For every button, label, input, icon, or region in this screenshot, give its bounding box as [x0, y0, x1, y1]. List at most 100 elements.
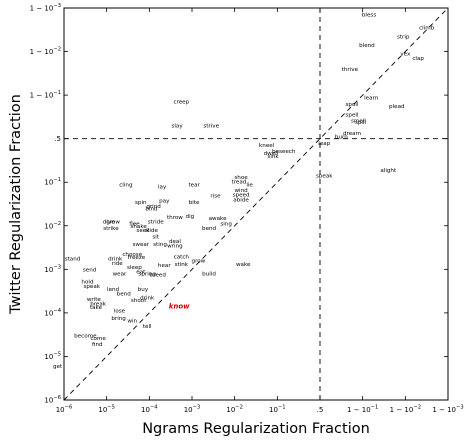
data-point-label: bless [362, 13, 376, 19]
data-point-label: plead [389, 104, 405, 110]
data-point-label: speak [316, 174, 333, 180]
data-point-label: thrive [342, 67, 359, 73]
data-point-label: slay [171, 124, 183, 130]
data-point-label: tread [232, 179, 247, 185]
x-tick-label: 10−6 [56, 405, 73, 415]
y-tick-label: 1 − 10−1 [30, 90, 61, 100]
data-point-label: know [169, 302, 190, 310]
plot-area [63, 7, 449, 401]
data-point-label: break [90, 301, 107, 307]
x-tick-label: 10−3 [184, 405, 201, 415]
y-tick-label: .5 [54, 135, 61, 143]
data-point-label: climb [419, 26, 435, 32]
data-point-label: awake [209, 216, 227, 222]
data-point-label: pay [159, 199, 170, 205]
data-point-label: bend [202, 226, 217, 232]
x-tick-label: 1 − 10−1 [347, 405, 378, 415]
data-point-label: breed [150, 273, 167, 279]
data-point-label: rise [210, 193, 221, 199]
data-point-label: freeze [128, 255, 146, 261]
data-point-label: kneel [259, 143, 275, 149]
data-point-label: tell [143, 324, 152, 330]
data-point-label: drink [140, 296, 155, 302]
data-point-label: deal [169, 239, 181, 245]
data-point-label: take [90, 305, 103, 311]
data-point-label: stink [175, 262, 189, 268]
data-point-label: speak [83, 284, 100, 290]
data-point-label: abide [233, 198, 249, 204]
data-point-label: tear [188, 182, 200, 188]
data-point-label: ride [112, 261, 123, 267]
y-tick-label: 10−2 [44, 221, 61, 231]
data-point-label: build [202, 272, 216, 278]
x-tick-label: 10−4 [141, 405, 158, 415]
x-tick-label: 10−5 [98, 405, 115, 415]
data-point-label: strive [203, 124, 219, 130]
data-point-label: bind [145, 206, 158, 212]
data-point-label: stand [65, 256, 81, 262]
y-tick-label: 10−1 [44, 177, 61, 187]
data-point-label: grind [146, 204, 161, 210]
data-point-label: dwell [264, 151, 279, 157]
data-point-label: sting [153, 242, 167, 248]
data-point-label: strip [397, 34, 410, 40]
data-point-label: lose [114, 309, 126, 315]
data-point-label: find [92, 342, 103, 348]
data-point-label: speed [233, 192, 250, 198]
data-point-label: spill [355, 120, 367, 126]
x-axis-label: Ngrams Regularization Fraction [142, 421, 370, 437]
data-point-label: drink [108, 256, 123, 262]
data-point-label: smell [351, 118, 366, 124]
data-point-label: slide [145, 228, 159, 234]
data-point-label: sink [267, 154, 279, 160]
axis-ticks: 10−6 10−5 10−4 10−3 10−2 10−1 .5 1 − 10−1 1 − 10… [30, 3, 464, 414]
data-point-label: leap [318, 141, 330, 147]
y-tick-label: 1 − 10−3 [30, 3, 61, 13]
data-point-label: sit [152, 235, 159, 241]
y-tick-label: 1 − 10−2 [30, 47, 61, 57]
reference-lines [63, 7, 449, 401]
data-point-label: bring [111, 316, 126, 322]
data-point-label: clap [412, 56, 424, 62]
data-point-label: flee [129, 222, 140, 228]
data-point-label: shoe [234, 175, 248, 181]
data-point-label: bite [189, 200, 200, 206]
y-tick-label: 10−6 [44, 395, 61, 405]
data-point-label: sing [220, 222, 232, 228]
data-point-label: get [53, 364, 63, 370]
data-point-label: lay [158, 185, 167, 191]
data-point-label: eat [136, 270, 146, 276]
data-point-label: wind [234, 188, 248, 194]
data-point-label: swear [132, 242, 149, 248]
data-point-label: dream [343, 131, 361, 137]
x-tick-label: 1 − 10−3 [432, 405, 463, 415]
data-point-label: bend [117, 291, 132, 297]
data-point-label: win [127, 319, 137, 325]
data-point-label: throw [167, 215, 183, 221]
data-point-label: dig [186, 214, 195, 220]
data-point-label: wear [113, 272, 127, 278]
data-point-label: become [74, 334, 97, 340]
y-tick-label: 10−3 [44, 264, 61, 274]
data-point-label: beseech [272, 149, 296, 155]
data-point-label: blend [359, 43, 375, 49]
data-point-label: dive [103, 219, 115, 225]
data-point-label: hear [158, 263, 171, 269]
x-tick-label: 10−2 [226, 405, 243, 415]
data-point-label: spin [135, 200, 147, 206]
data-point-label: catch [174, 254, 190, 260]
data-point-label: buy [138, 287, 149, 293]
data-point-label: shoot [131, 298, 147, 304]
data-point-label: write [87, 297, 102, 303]
x-tick-label: 10−1 [269, 405, 286, 415]
data-point-label: learn [364, 95, 379, 101]
data-point-label: spring [138, 272, 156, 278]
data-point-label: grow [106, 219, 120, 225]
plot-frame [63, 7, 449, 401]
data-point-label: strike [103, 226, 119, 232]
diagonal-reference-line [63, 7, 449, 401]
y-tick-label: 10−4 [44, 308, 61, 318]
data-point-label: cling [119, 182, 133, 188]
data-point-label: sleep [127, 265, 142, 271]
data-point-label: alight [380, 168, 397, 174]
